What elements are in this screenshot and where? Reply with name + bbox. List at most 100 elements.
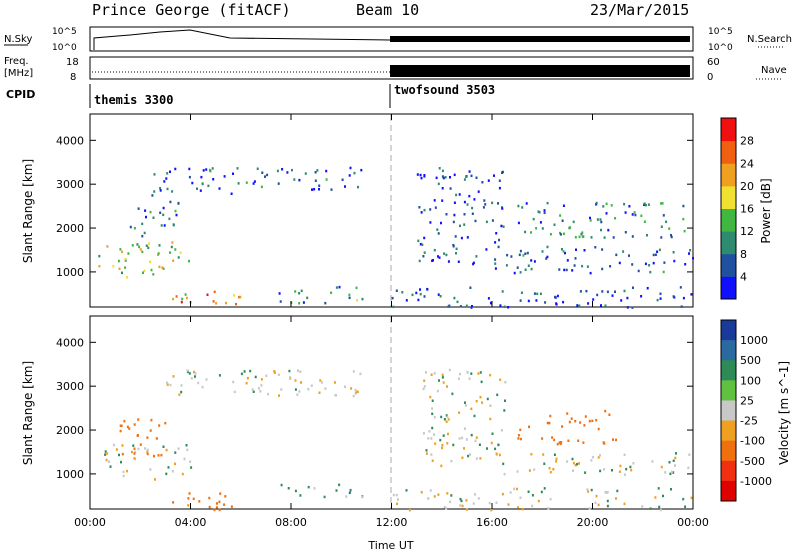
colorbar-swatch [721, 231, 736, 255]
heatmap-cell [646, 287, 649, 290]
heatmap-cell [479, 457, 482, 460]
heatmap-cell [493, 174, 495, 177]
heatmap-cell [181, 297, 184, 301]
heatmap-cell [318, 184, 321, 187]
heatmap-cell [612, 236, 615, 239]
heatmap-cell [588, 419, 591, 423]
heatmap-cell [498, 186, 501, 190]
heatmap-cell [480, 380, 483, 384]
heatmap-cell [299, 370, 302, 373]
heatmap-cell [441, 446, 443, 450]
heatmap-cell [640, 214, 643, 217]
heatmap-cell [463, 200, 466, 204]
heatmap-cell [124, 259, 127, 262]
heatmap-cell [150, 268, 153, 272]
heatmap-cell [576, 462, 579, 466]
heatmap-cell [423, 208, 426, 212]
heatmap-cell [233, 390, 236, 394]
heatmap-cell [171, 190, 174, 193]
heatmap-cell [567, 439, 570, 442]
heatmap-cell [133, 457, 136, 460]
heatmap-cell [575, 248, 577, 251]
heatmap-cell [446, 385, 448, 388]
heatmap-cell [589, 216, 591, 220]
heatmap-cell [166, 172, 169, 175]
heatmap-cell [583, 249, 586, 252]
heatmap-cell [419, 242, 422, 246]
heatmap-cell [463, 447, 465, 450]
heatmap-cell [169, 170, 171, 173]
heatmap-cell [632, 286, 634, 289]
heatmap-cell [605, 202, 608, 206]
heatmap-cell [465, 175, 468, 178]
heatmap-cell [298, 178, 301, 182]
heatmap-cell [530, 267, 533, 271]
heatmap-cell [504, 399, 506, 402]
heatmap-cell [516, 470, 519, 473]
heatmap-cell [545, 257, 548, 260]
heatmap-cell [690, 293, 693, 296]
nave-tick-top: 60 [707, 57, 720, 68]
heatmap-cell [355, 286, 358, 290]
heatmap-cell [521, 206, 524, 209]
heatmap-cell [157, 454, 160, 457]
heatmap-cell [419, 173, 422, 177]
heatmap-cell [470, 174, 473, 178]
heatmap-cell [194, 375, 196, 378]
heatmap-cell [501, 207, 504, 210]
heatmap-cell [594, 501, 597, 505]
heatmap-cell [423, 295, 426, 298]
heatmap-cell [459, 305, 462, 308]
power-y-axis: 1000 2000 3000 4000 [56, 134, 693, 279]
heatmap-cell [218, 374, 221, 377]
heatmap-cell [147, 246, 150, 250]
heatmap-cell [455, 193, 458, 197]
heatmap-cell [108, 460, 110, 464]
cpid-label: CPID [6, 88, 35, 101]
heatmap-cell [614, 290, 616, 293]
heatmap-cell [341, 178, 344, 181]
freq-tick-bottom: 8 [70, 72, 76, 83]
heatmap-cell [542, 453, 545, 456]
heatmap-cell [497, 443, 500, 447]
heatmap-cell [578, 304, 581, 307]
heatmap-cell [595, 419, 598, 422]
heatmap-cell [160, 453, 163, 457]
heatmap-cell [626, 296, 629, 300]
heatmap-cell [405, 299, 408, 302]
heatmap-cell [437, 182, 440, 186]
heatmap-cell [149, 468, 152, 471]
heatmap-cell [463, 213, 466, 216]
heatmap-cell [475, 457, 478, 460]
heatmap-cell [466, 236, 469, 239]
heatmap-cell [450, 494, 453, 497]
noise-tick-left-bottom: 10^0 [52, 43, 77, 53]
heatmap-cell [174, 462, 176, 466]
heatmap-cell [157, 253, 159, 256]
heatmap-cell [549, 471, 552, 474]
heatmap-cell [129, 225, 132, 229]
heatmap-cell [318, 391, 321, 394]
heatmap-cell [615, 497, 617, 500]
heatmap-cell [608, 413, 611, 416]
heatmap-cell [629, 465, 632, 469]
heatmap-cell [494, 241, 497, 244]
colorbar-tick-label: 100 [740, 374, 761, 387]
heatmap-cell [533, 260, 536, 263]
heatmap-cell [445, 414, 448, 417]
heatmap-cell [192, 497, 195, 501]
heatmap-cell [485, 220, 488, 224]
heatmap-cell [138, 245, 141, 249]
heatmap-cell [441, 373, 444, 377]
heatmap-cell [589, 271, 592, 275]
heatmap-cell [581, 231, 584, 234]
heatmap-cell [420, 176, 423, 180]
velocity-colorbar: 1000 500 100 25 -25 -100 -500 -1000 [720, 319, 772, 502]
heatmap-cell [488, 501, 491, 505]
heatmap-cell [218, 187, 221, 190]
heatmap-cell [344, 385, 346, 388]
heatmap-cell [454, 235, 457, 238]
heatmap-cell [122, 470, 125, 474]
heatmap-cell [438, 167, 441, 170]
heatmap-cell [690, 496, 693, 500]
